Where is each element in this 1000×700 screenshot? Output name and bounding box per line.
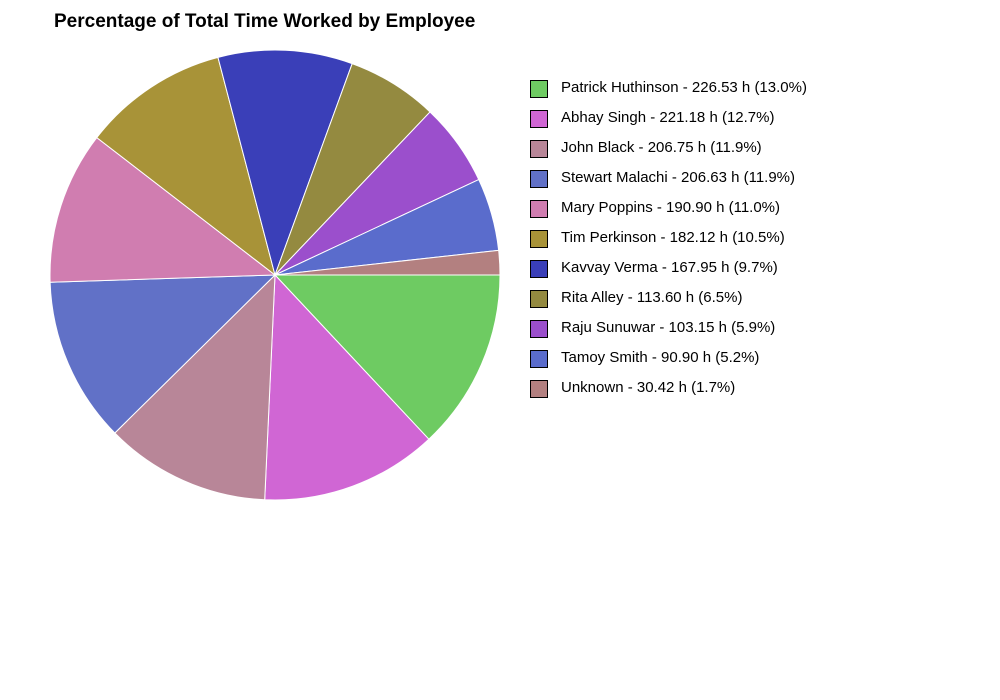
legend-swatch xyxy=(530,170,548,188)
legend-label: Patrick Huthinson - 226.53 h (13.0%) xyxy=(561,79,807,96)
legend-label: Kavvay Verma - 167.95 h (9.7%) xyxy=(561,259,778,276)
legend-swatch xyxy=(530,350,548,368)
pie-slices xyxy=(49,49,501,501)
legend-label: Mary Poppins - 190.90 h (11.0%) xyxy=(561,199,781,216)
legend-item: Stewart Malachi - 206.63 h (11.9%) xyxy=(530,169,807,199)
pie-chart xyxy=(49,49,501,501)
legend-label: Rita Alley - 113.60 h (6.5%) xyxy=(561,289,743,306)
legend-swatch xyxy=(530,260,548,278)
legend-label: John Black - 206.75 h (11.9%) xyxy=(561,139,762,156)
legend-swatch xyxy=(530,110,548,128)
legend-swatch xyxy=(530,380,548,398)
legend-item: Mary Poppins - 190.90 h (11.0%) xyxy=(530,199,807,229)
legend-item: Abhay Singh - 221.18 h (12.7%) xyxy=(530,109,807,139)
legend-item: Unknown - 30.42 h (1.7%) xyxy=(530,379,807,409)
pie-slice-unknown xyxy=(274,249,501,276)
legend: Patrick Huthinson - 226.53 h (13.0%) Abha… xyxy=(530,79,807,409)
pie-slice-kavvay-verma xyxy=(217,49,353,277)
pie-slice-tim-perkinson xyxy=(96,56,276,277)
pie-slice-mary-poppins xyxy=(49,136,277,283)
legend-swatch xyxy=(530,140,548,158)
legend-item: John Black - 206.75 h (11.9%) xyxy=(530,139,807,169)
legend-label: Tamoy Smith - 90.90 h (5.2%) xyxy=(561,349,760,366)
legend-label: Unknown - 30.42 h (1.7%) xyxy=(561,379,736,396)
chart-title: Percentage of Total Time Worked by Emplo… xyxy=(54,11,476,32)
pie-slice-abhay-singh xyxy=(264,273,430,501)
legend-item: Kavvay Verma - 167.95 h (9.7%) xyxy=(530,259,807,289)
legend-item: Tamoy Smith - 90.90 h (5.2%) xyxy=(530,349,807,379)
pie-slice-patrick-huthinson xyxy=(273,274,501,440)
legend-item: Rita Alley - 113.60 h (6.5%) xyxy=(530,289,807,319)
legend-item: Patrick Huthinson - 226.53 h (13.0%) xyxy=(530,79,807,109)
legend-item: Raju Sunuwar - 103.15 h (5.9%) xyxy=(530,319,807,349)
legend-swatch xyxy=(530,200,548,218)
legend-swatch xyxy=(530,80,548,98)
legend-swatch xyxy=(530,230,548,248)
legend-label: Raju Sunuwar - 103.15 h (5.9%) xyxy=(561,319,776,336)
legend-label: Stewart Malachi - 206.63 h (11.9%) xyxy=(561,169,796,186)
legend-swatch xyxy=(530,290,548,308)
legend-label: Abhay Singh - 221.18 h (12.7%) xyxy=(561,109,775,126)
legend-item: Tim Perkinson - 182.12 h (10.5%) xyxy=(530,229,807,259)
pie-slice-john-black xyxy=(114,273,276,501)
legend-label: Tim Perkinson - 182.12 h (10.5%) xyxy=(561,229,785,246)
legend-swatch xyxy=(530,320,548,338)
pie-slice-stewart-malachi xyxy=(49,274,277,434)
